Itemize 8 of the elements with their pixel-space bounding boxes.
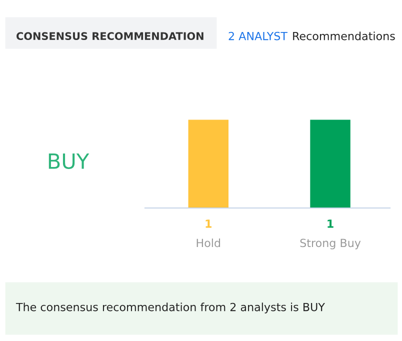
x-tick-label: Hold [196,238,220,248]
data-label: 1 [206,220,212,228]
data-label: 1 [328,220,334,228]
x-tick-label: Strong Buy [300,238,361,250]
chart-title: CONSENSUS RECOMMENDATION [16,32,204,40]
text: BUY [48,154,90,170]
chart-subtitle: 2 ANALYST Recommendations [228,32,395,40]
text: The consensus recommendation from 2 analysts is BUY [16,302,325,314]
